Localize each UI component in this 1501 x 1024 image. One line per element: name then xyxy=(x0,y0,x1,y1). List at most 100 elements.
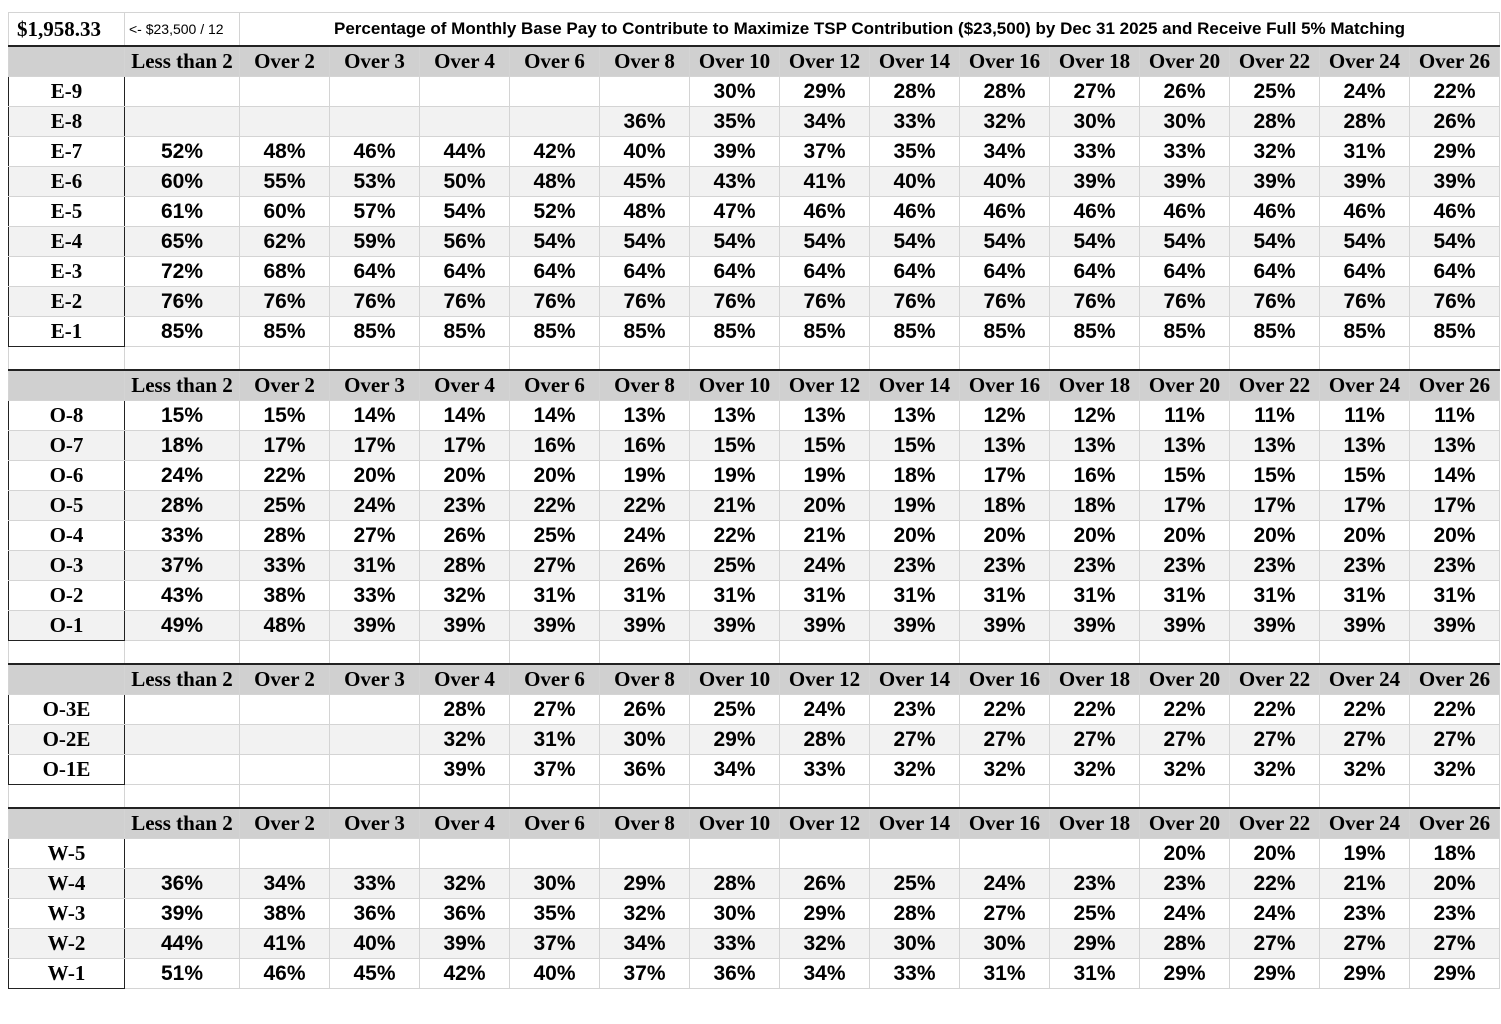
percentage-cell[interactable]: 22% xyxy=(689,520,780,551)
percentage-cell[interactable] xyxy=(419,106,510,137)
percentage-cell[interactable]: 34% xyxy=(689,754,780,785)
percentage-cell[interactable]: 25% xyxy=(1229,76,1320,107)
percentage-cell[interactable]: 33% xyxy=(1139,136,1230,167)
grade-label-cell[interactable]: W-4 xyxy=(8,868,125,899)
empty-cell[interactable] xyxy=(1049,346,1140,371)
percentage-cell[interactable]: 22% xyxy=(509,490,600,521)
column-header-cell[interactable]: Over 8 xyxy=(599,45,690,77)
empty-cell[interactable] xyxy=(1319,346,1410,371)
percentage-cell[interactable]: 34% xyxy=(599,928,690,959)
column-header-cell[interactable]: Over 24 xyxy=(1319,807,1410,839)
percentage-cell[interactable]: 29% xyxy=(779,76,870,107)
percentage-cell[interactable]: 32% xyxy=(1049,754,1140,785)
empty-cell[interactable] xyxy=(1319,640,1410,665)
percentage-cell[interactable]: 40% xyxy=(599,136,690,167)
grade-label-cell[interactable]: W-3 xyxy=(8,898,125,929)
percentage-cell[interactable]: 22% xyxy=(1229,694,1320,725)
empty-cell[interactable] xyxy=(124,346,240,371)
grade-label-cell[interactable]: E-3 xyxy=(8,256,125,287)
percentage-cell[interactable]: 20% xyxy=(869,520,960,551)
empty-cell[interactable] xyxy=(509,346,600,371)
percentage-cell[interactable]: 36% xyxy=(419,898,510,929)
percentage-cell[interactable]: 54% xyxy=(1409,226,1500,257)
percentage-cell[interactable]: 27% xyxy=(1139,724,1230,755)
empty-cell[interactable] xyxy=(1049,640,1140,665)
percentage-cell[interactable] xyxy=(124,838,240,869)
empty-cell[interactable] xyxy=(419,784,510,809)
percentage-cell[interactable]: 23% xyxy=(1049,868,1140,899)
percentage-cell[interactable]: 68% xyxy=(239,256,330,287)
column-header-cell[interactable]: Over 26 xyxy=(1409,663,1500,695)
column-header-cell[interactable]: Over 18 xyxy=(1049,45,1140,77)
percentage-cell[interactable]: 54% xyxy=(1229,226,1320,257)
percentage-cell[interactable]: 33% xyxy=(329,580,420,611)
percentage-cell[interactable]: 54% xyxy=(959,226,1050,257)
percentage-cell[interactable]: 21% xyxy=(689,490,780,521)
percentage-cell[interactable]: 19% xyxy=(689,460,780,491)
percentage-cell[interactable] xyxy=(124,724,240,755)
empty-cell[interactable] xyxy=(779,640,870,665)
percentage-cell[interactable]: 39% xyxy=(959,610,1050,641)
percentage-cell[interactable]: 17% xyxy=(1229,490,1320,521)
percentage-cell[interactable]: 28% xyxy=(124,490,240,521)
percentage-cell[interactable]: 85% xyxy=(1049,316,1140,347)
percentage-cell[interactable]: 31% xyxy=(1049,958,1140,989)
percentage-cell[interactable]: 20% xyxy=(509,460,600,491)
percentage-cell[interactable]: 32% xyxy=(419,868,510,899)
empty-cell[interactable] xyxy=(509,640,600,665)
percentage-cell[interactable]: 25% xyxy=(239,490,330,521)
percentage-cell[interactable]: 38% xyxy=(239,898,330,929)
percentage-cell[interactable]: 13% xyxy=(1409,430,1500,461)
percentage-cell[interactable]: 26% xyxy=(599,694,690,725)
percentage-cell[interactable]: 28% xyxy=(689,868,780,899)
percentage-cell[interactable]: 45% xyxy=(599,166,690,197)
percentage-cell[interactable]: 22% xyxy=(1139,694,1230,725)
percentage-cell[interactable]: 11% xyxy=(1139,400,1230,431)
column-header-cell[interactable]: Over 14 xyxy=(869,45,960,77)
empty-cell[interactable] xyxy=(1409,346,1500,371)
percentage-cell[interactable]: 37% xyxy=(509,754,600,785)
empty-cell[interactable] xyxy=(1409,784,1500,809)
percentage-cell[interactable]: 40% xyxy=(959,166,1050,197)
percentage-cell[interactable]: 31% xyxy=(1319,136,1410,167)
column-header-cell[interactable]: Over 6 xyxy=(509,807,600,839)
percentage-cell[interactable]: 64% xyxy=(599,256,690,287)
column-header-cell[interactable]: Over 6 xyxy=(509,45,600,77)
empty-cell[interactable] xyxy=(239,346,330,371)
percentage-cell[interactable]: 28% xyxy=(1319,106,1410,137)
column-header-cell[interactable]: Less than 2 xyxy=(124,663,240,695)
empty-cell[interactable] xyxy=(779,784,870,809)
percentage-cell[interactable]: 50% xyxy=(419,166,510,197)
percentage-cell[interactable]: 57% xyxy=(329,196,420,227)
percentage-cell[interactable]: 23% xyxy=(869,694,960,725)
percentage-cell[interactable]: 15% xyxy=(689,430,780,461)
percentage-cell[interactable]: 27% xyxy=(1049,724,1140,755)
percentage-cell[interactable]: 29% xyxy=(1409,958,1500,989)
percentage-cell[interactable]: 31% xyxy=(509,724,600,755)
percentage-cell[interactable]: 22% xyxy=(1409,694,1500,725)
grade-label-cell[interactable]: E-5 xyxy=(8,196,125,227)
percentage-cell[interactable]: 16% xyxy=(1049,460,1140,491)
percentage-cell[interactable]: 29% xyxy=(689,724,780,755)
empty-cell[interactable] xyxy=(239,640,330,665)
percentage-cell[interactable]: 34% xyxy=(959,136,1050,167)
percentage-cell[interactable]: 31% xyxy=(599,580,690,611)
percentage-cell[interactable]: 24% xyxy=(1139,898,1230,929)
empty-cell[interactable] xyxy=(779,346,870,371)
percentage-cell[interactable]: 38% xyxy=(239,580,330,611)
percentage-cell[interactable]: 39% xyxy=(1139,166,1230,197)
empty-cell[interactable] xyxy=(869,784,960,809)
percentage-cell[interactable]: 48% xyxy=(509,166,600,197)
percentage-cell[interactable]: 20% xyxy=(329,460,420,491)
percentage-cell[interactable]: 19% xyxy=(869,490,960,521)
percentage-cell[interactable]: 46% xyxy=(1049,196,1140,227)
percentage-cell[interactable]: 22% xyxy=(1229,868,1320,899)
column-header-cell[interactable]: Over 4 xyxy=(419,45,510,77)
grade-label-cell[interactable]: E-9 xyxy=(8,76,125,107)
percentage-cell[interactable] xyxy=(689,838,780,869)
percentage-cell[interactable] xyxy=(329,754,420,785)
percentage-cell[interactable]: 29% xyxy=(1319,958,1410,989)
percentage-cell[interactable]: 31% xyxy=(869,580,960,611)
percentage-cell[interactable]: 27% xyxy=(1319,724,1410,755)
empty-cell[interactable] xyxy=(329,346,420,371)
